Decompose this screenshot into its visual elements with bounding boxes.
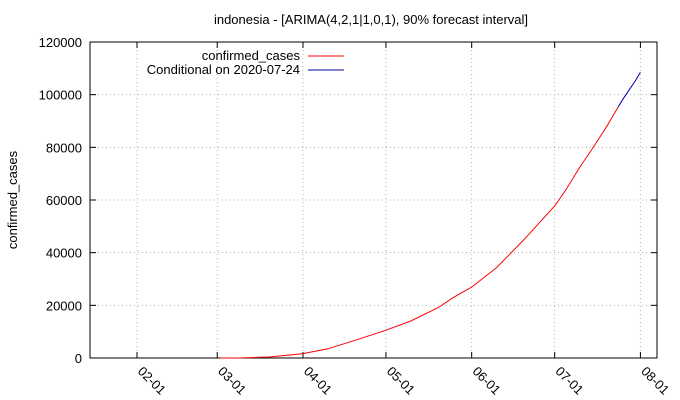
x-tick-label: 05-01 — [384, 364, 418, 398]
plot-border — [89, 41, 658, 359]
y-axis: 0 20000 40000 60000 80000 100000 120000 — [39, 35, 657, 366]
x-tick-label: 06-01 — [470, 364, 504, 398]
chart-title: indonesia - [ARIMA(4,2,1|1,0,1), 90% for… — [214, 12, 528, 27]
grid — [90, 42, 657, 358]
x-tick-label: 04-01 — [301, 364, 335, 398]
y-tick-label: 80000 — [46, 140, 82, 155]
plot-frame-rect — [89, 41, 658, 359]
series-lines — [219, 72, 641, 359]
x-tick-label: 02-01 — [135, 364, 169, 398]
x-tick-label: 08-01 — [638, 364, 672, 398]
legend-label: confirmed_cases — [202, 48, 301, 63]
x-axis: 02-01 03-01 04-01 05-01 06-01 07-01 08-01 — [135, 42, 672, 398]
y-axis-label: confirmed_cases — [5, 150, 20, 249]
y-tick-label: 40000 — [46, 246, 82, 261]
y-tick-label: 20000 — [46, 298, 82, 313]
y-tick-label: 120000 — [39, 35, 82, 50]
x-tick-label: 07-01 — [553, 364, 587, 398]
y-tick-label: 100000 — [39, 88, 82, 103]
series-line-2 — [617, 72, 641, 107]
series-line-1 — [219, 106, 619, 359]
x-tick-label: 03-01 — [215, 364, 249, 398]
y-tick-label: 60000 — [46, 193, 82, 208]
legend-label: Conditional on 2020-07-24 — [147, 62, 300, 77]
y-tick-label: 0 — [75, 351, 82, 366]
